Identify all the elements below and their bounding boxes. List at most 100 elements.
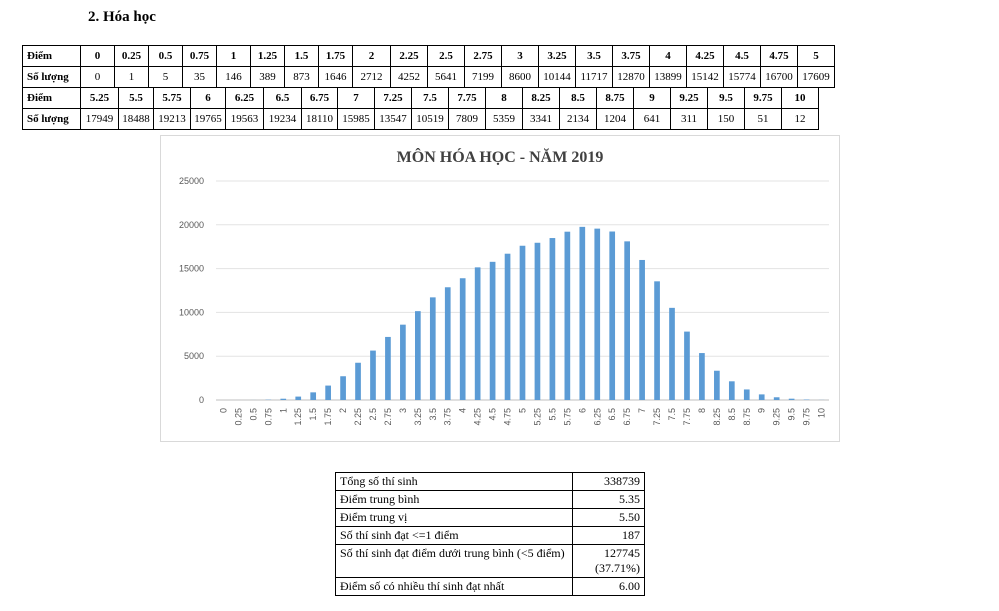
score-cell: 1.25 bbox=[250, 45, 285, 67]
count-cell: 19765 bbox=[190, 108, 226, 130]
score-cell: 2.25 bbox=[390, 45, 428, 67]
bar bbox=[624, 241, 630, 400]
score-cell: 9.75 bbox=[744, 87, 782, 109]
bar bbox=[639, 259, 645, 400]
stats-label: Điểm số có nhiều thí sinh đạt nhất bbox=[335, 577, 573, 596]
count-cell: 8600 bbox=[501, 66, 539, 88]
count-cell: 4252 bbox=[390, 66, 428, 88]
bar bbox=[504, 253, 511, 400]
x-tick-label: 6.5 bbox=[607, 408, 617, 421]
score-cell: 0.75 bbox=[182, 45, 217, 67]
count-cell: 3341 bbox=[522, 108, 560, 130]
score-cell: 0 bbox=[80, 45, 115, 67]
score-cell: 6.5 bbox=[263, 87, 302, 109]
score-table-part-2: Điểm 5.25 5.5 5.75 6 6.25 6.5 6.75 7 7.25 7.5 7.75… bbox=[22, 87, 819, 130]
stats-value: 5.50 bbox=[572, 508, 645, 527]
count-cell: 19563 bbox=[225, 108, 264, 130]
row-label-count: Số lượng bbox=[22, 66, 81, 88]
score-cell: 10 bbox=[781, 87, 819, 109]
score-cell: 0.5 bbox=[148, 45, 183, 67]
histogram-chart: MÔN HÓA HỌC - NĂM 2019 0 5000 10000 15000 20… bbox=[160, 135, 840, 442]
stats-value: 187 bbox=[572, 526, 645, 545]
score-cell: 3 bbox=[501, 45, 539, 67]
x-tick-label: 10 bbox=[817, 408, 827, 418]
y-tick-labels: 0 5000 10000 15000 20000 25000 bbox=[179, 176, 204, 405]
x-tick-label: 1.75 bbox=[323, 408, 333, 426]
x-tick-label: 2 bbox=[338, 408, 348, 413]
score-cell: 5.75 bbox=[153, 87, 191, 109]
stats-value-main: 187 bbox=[622, 528, 640, 542]
stats-value-main: 5.50 bbox=[619, 510, 640, 524]
bar bbox=[654, 281, 660, 400]
bar bbox=[594, 228, 601, 400]
x-tick-label: 7.5 bbox=[667, 408, 677, 421]
count-cell: 17949 bbox=[80, 108, 119, 130]
stats-row: Số thí sinh đạt điểm dưới trung bình (<5… bbox=[335, 544, 645, 578]
score-cell: 2 bbox=[352, 45, 391, 67]
y-tick-label: 15000 bbox=[179, 264, 204, 274]
x-tick-label: 1.5 bbox=[308, 408, 318, 421]
count-cell: 18488 bbox=[118, 108, 154, 130]
count-cell: 17609 bbox=[797, 66, 835, 88]
bar bbox=[549, 238, 556, 400]
bar bbox=[788, 398, 795, 400]
bar bbox=[340, 376, 346, 400]
stats-row: Điểm số có nhiều thí sinh đạt nhất 6.00 bbox=[335, 577, 645, 596]
count-cell: 5 bbox=[148, 66, 183, 88]
score-table-part-1: Điểm 0 0.25 0.5 0.75 1 1.25 1.5 1.75 2 2.25 2.5 2.7… bbox=[22, 45, 835, 88]
count-cell: 15985 bbox=[337, 108, 375, 130]
x-tick-label: 6 bbox=[577, 408, 587, 413]
stats-value: 6.00 bbox=[572, 577, 645, 596]
x-tick-labels: 0 0.25 0.5 0.75 1 1.25 1.5 1.75 2 2.25 2.5 2.75 3 3.2… bbox=[218, 408, 826, 426]
count-cell: 146 bbox=[216, 66, 251, 88]
score-cell: 6.25 bbox=[225, 87, 264, 109]
score-cell: 3.75 bbox=[612, 45, 650, 67]
chart-title: MÔN HÓA HỌC - NĂM 2019 bbox=[397, 147, 604, 166]
count-cell: 1204 bbox=[596, 108, 634, 130]
count-cell: 19213 bbox=[153, 108, 191, 130]
score-cell: 5 bbox=[797, 45, 835, 67]
count-cell: 1646 bbox=[318, 66, 353, 88]
x-tick-label: 8.5 bbox=[727, 408, 737, 421]
score-cell: 8.75 bbox=[596, 87, 634, 109]
stats-value: 338739 bbox=[572, 472, 645, 491]
count-cell: 35 bbox=[182, 66, 217, 88]
bar bbox=[355, 362, 361, 400]
count-cell: 11717 bbox=[575, 66, 613, 88]
bar bbox=[385, 336, 391, 400]
bar bbox=[444, 287, 451, 400]
x-tick-label: 2.5 bbox=[368, 408, 378, 421]
x-tick-label: 8 bbox=[697, 408, 707, 413]
score-cell: 4.75 bbox=[760, 45, 798, 67]
bar bbox=[564, 231, 571, 400]
count-cell: 15774 bbox=[723, 66, 761, 88]
x-tick-label: 5.25 bbox=[532, 408, 542, 426]
bar bbox=[684, 331, 690, 400]
summary-stats-table: Tổng số thí sinh 338739 Điểm trung bình 5.3… bbox=[335, 472, 645, 596]
score-cell: 6 bbox=[190, 87, 226, 109]
score-row: Điểm 5.25 5.5 5.75 6 6.25 6.5 6.75 7 7.25 7.5 7.75… bbox=[22, 87, 819, 109]
y-tick-label: 20000 bbox=[179, 220, 204, 230]
score-cell: 1 bbox=[216, 45, 251, 67]
stats-value: 5.35 bbox=[572, 490, 645, 509]
count-row: Số lượng 0 1 5 35 146 389 873 1646 2712 4252 5641 7… bbox=[22, 66, 835, 88]
bar bbox=[773, 397, 780, 400]
x-tick-label: 0.25 bbox=[233, 408, 243, 426]
x-tick-label: 5.75 bbox=[562, 408, 572, 426]
x-tick-label: 0.75 bbox=[263, 408, 273, 426]
x-tick-label: 2.75 bbox=[383, 408, 393, 426]
count-cell: 51 bbox=[744, 108, 782, 130]
bar bbox=[579, 226, 586, 400]
count-cell: 7199 bbox=[464, 66, 502, 88]
count-cell: 15142 bbox=[686, 66, 724, 88]
stats-value-main: 6.00 bbox=[619, 579, 640, 593]
bar bbox=[415, 311, 421, 400]
count-cell: 1 bbox=[114, 66, 149, 88]
row-label-score: Điểm bbox=[22, 45, 81, 67]
section-heading: 2. Hóa học bbox=[88, 9, 156, 25]
x-tick-label: 5.5 bbox=[547, 408, 557, 421]
y-tick-label: 10000 bbox=[179, 307, 204, 317]
count-cell: 0 bbox=[80, 66, 115, 88]
count-cell: 311 bbox=[670, 108, 708, 130]
score-cell: 8.25 bbox=[522, 87, 560, 109]
